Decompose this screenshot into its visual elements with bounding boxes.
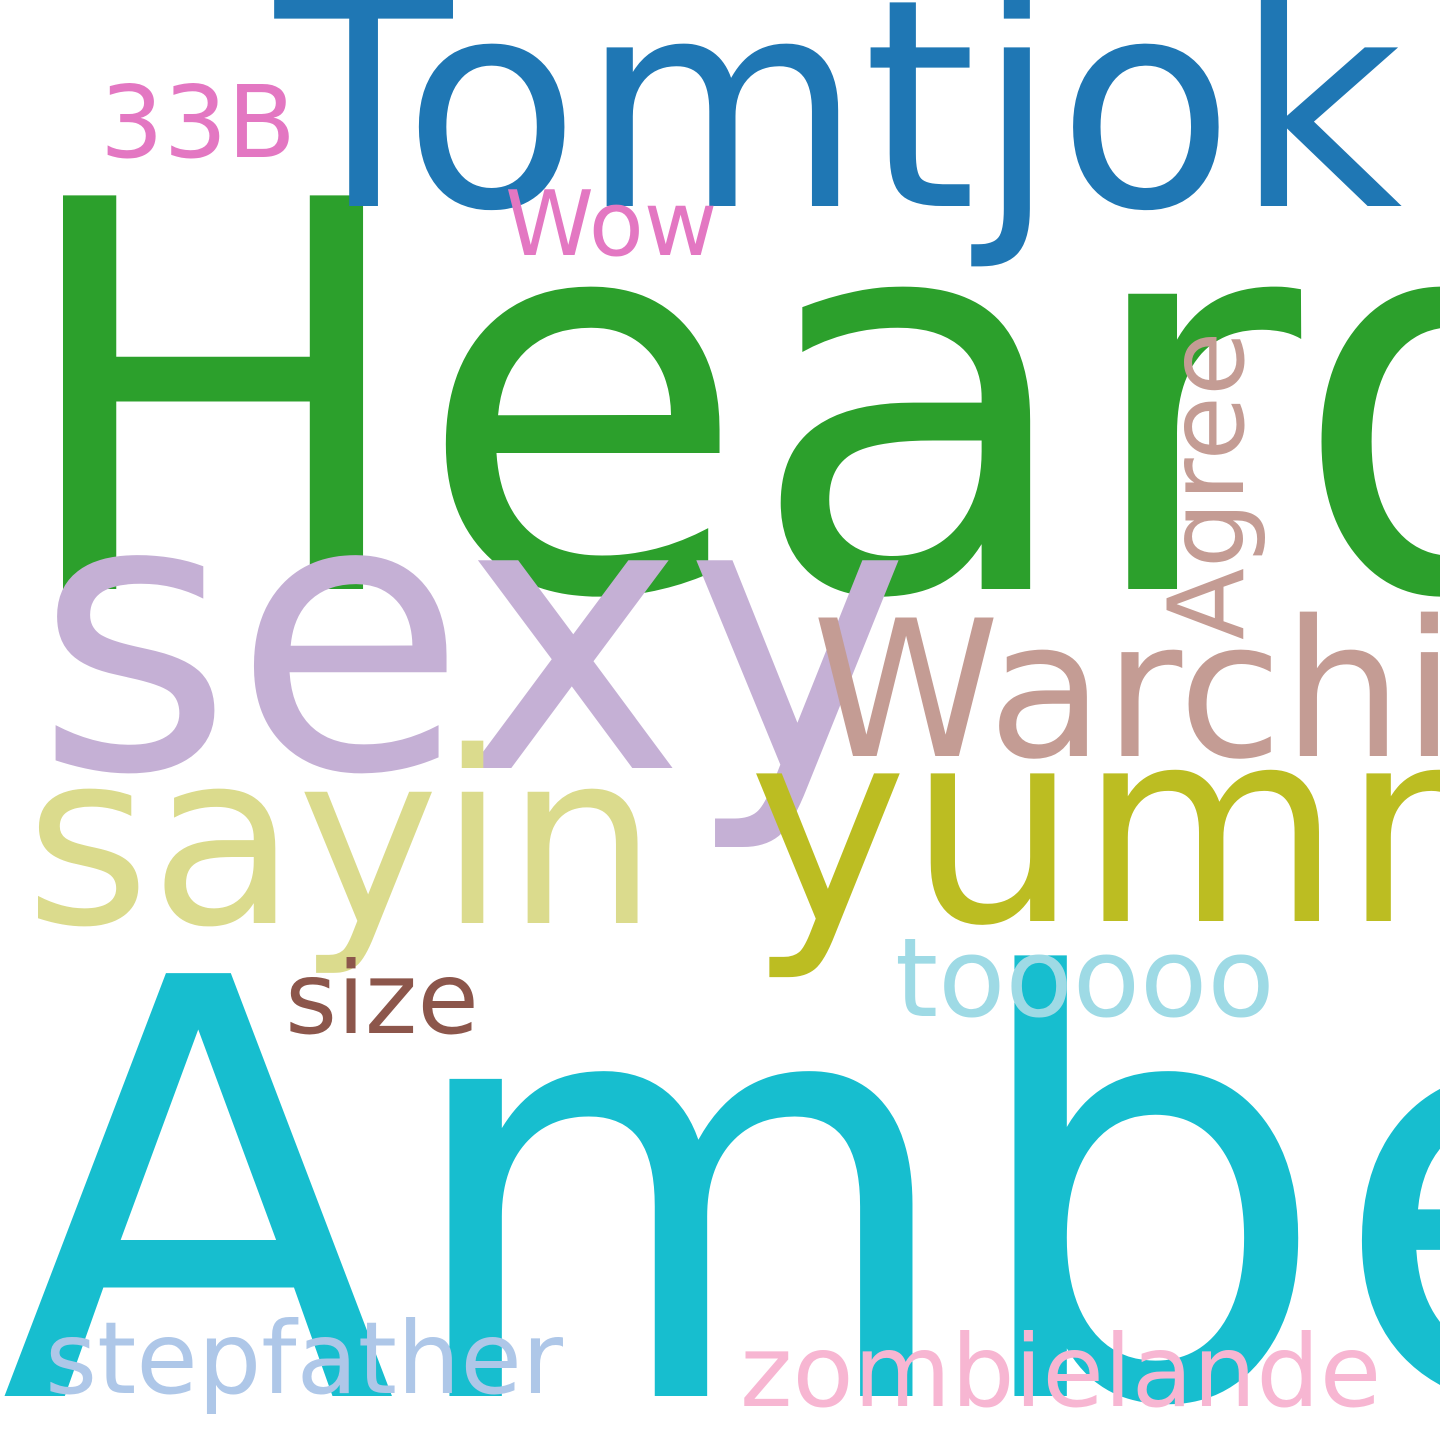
word-heard: Heard: [10, 89, 1440, 717]
word-agree: Agree: [1146, 331, 1268, 640]
word-amber: Amber: [0, 858, 1440, 1440]
word-yummy: yummy: [748, 670, 1440, 985]
word-size: size: [285, 940, 479, 1057]
word-warchin: Warchin: [812, 580, 1440, 801]
word-wow: Wow: [505, 172, 718, 277]
word-tomtjok: Tomtjok: [275, 0, 1403, 275]
word-sexy: sexy: [35, 415, 910, 858]
word-zombielande: zombielande: [740, 1313, 1382, 1430]
word-sayin: sayin: [25, 700, 658, 980]
word-stepfather: stepfather: [45, 1300, 564, 1417]
word-tooooo: tooooo: [895, 914, 1275, 1042]
word-33b: 33B: [100, 64, 296, 181]
